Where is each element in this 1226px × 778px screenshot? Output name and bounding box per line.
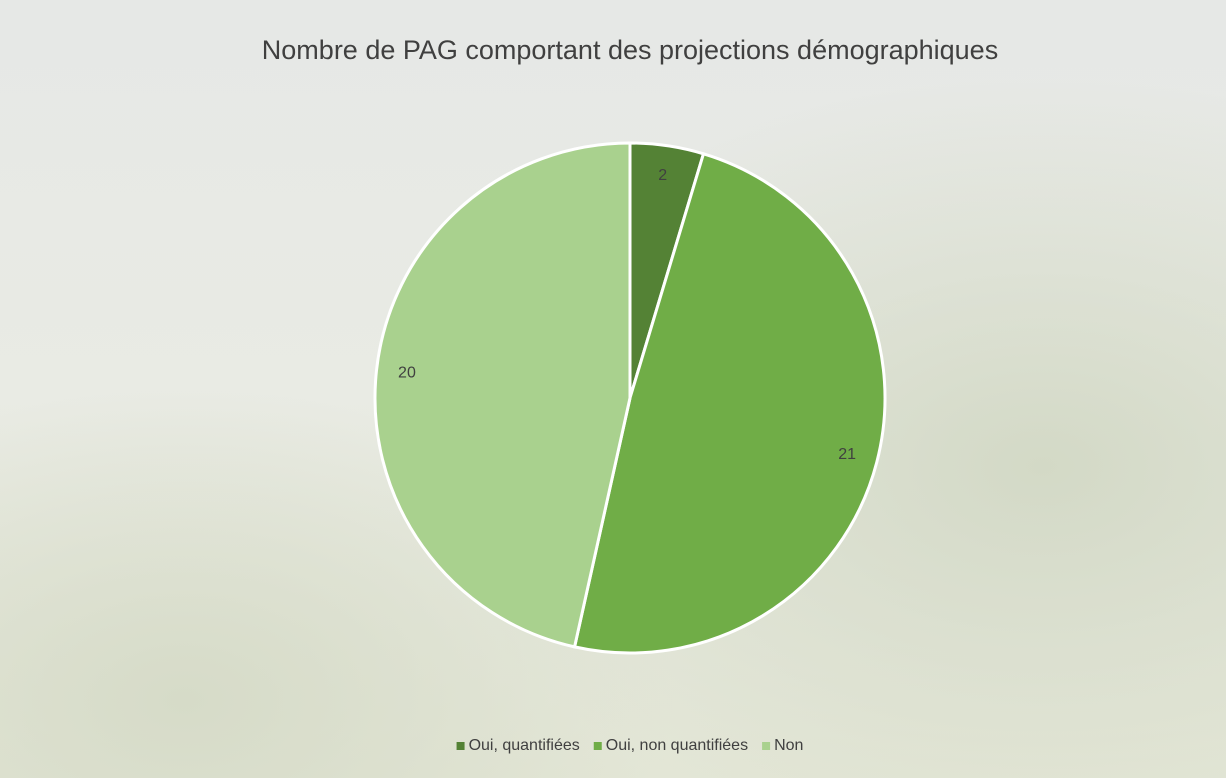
legend-swatch — [762, 742, 771, 750]
data-label: 21 — [838, 446, 856, 463]
legend-label: Oui, non quantifiées — [606, 737, 748, 754]
pie-slice — [373, 141, 632, 649]
pie-slice — [572, 151, 887, 655]
data-label: 2 — [658, 167, 667, 184]
legend-swatch — [593, 742, 602, 750]
legend-swatch — [456, 742, 465, 750]
data-label: 20 — [398, 365, 416, 382]
legend-label: Oui, quantifiées — [469, 737, 580, 754]
legend-label: Non — [774, 737, 803, 754]
pie: 2 21 20 — [373, 141, 887, 655]
chart-title: Nombre de PAG comportant des projections… — [262, 35, 998, 65]
legend: Oui, quantifiées Oui, non quantifiées Non — [456, 737, 803, 754]
